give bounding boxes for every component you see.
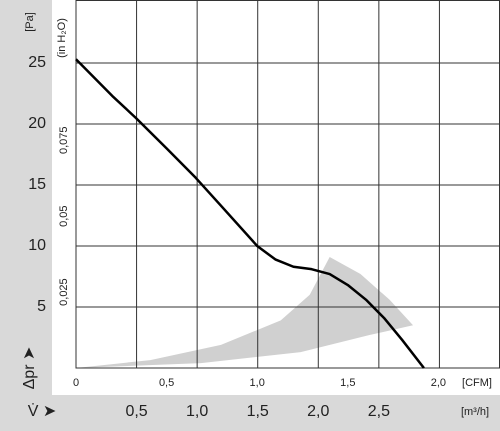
- x2-tick-label: 2,5: [368, 403, 390, 420]
- y2-tick-label: 0,075: [58, 127, 70, 155]
- x-tick-label: 0,5: [159, 377, 174, 389]
- x-unit: [CFM]: [462, 377, 492, 389]
- y-tick-label: 25: [28, 54, 46, 71]
- x2-unit: [m³/h]: [461, 406, 489, 418]
- x2-tick-label: 1,5: [247, 403, 269, 420]
- left-band: [0, 0, 52, 431]
- x-tick-label: 2,0: [431, 377, 446, 389]
- y-unit: [Pa]: [24, 12, 36, 32]
- curve: [75, 58, 425, 369]
- y2-unit: (in H₂O): [56, 18, 68, 58]
- x2-tick-label: 2,0: [307, 403, 329, 420]
- operating-region: [76, 256, 414, 368]
- y2-tick-label: 0,05: [58, 205, 70, 226]
- y2-tick-label: 0,025: [58, 278, 70, 306]
- x-tick-label: 0: [73, 377, 79, 389]
- x-tick-label: 1,5: [340, 377, 355, 389]
- y-axis-label: Δpr ➤: [21, 347, 38, 390]
- x-tick-label: 1,0: [250, 377, 265, 389]
- bottom-band: [0, 395, 500, 431]
- y-tick-label: 5: [37, 298, 46, 315]
- y-tick-label: 20: [28, 115, 46, 132]
- x2-tick-label: 0,5: [125, 403, 147, 420]
- y-tick-label: 10: [28, 237, 46, 254]
- x-axis-label: V̇ ➤: [28, 402, 57, 420]
- x2-tick-label: 1,0: [186, 403, 208, 420]
- y-tick-label: 15: [28, 176, 46, 193]
